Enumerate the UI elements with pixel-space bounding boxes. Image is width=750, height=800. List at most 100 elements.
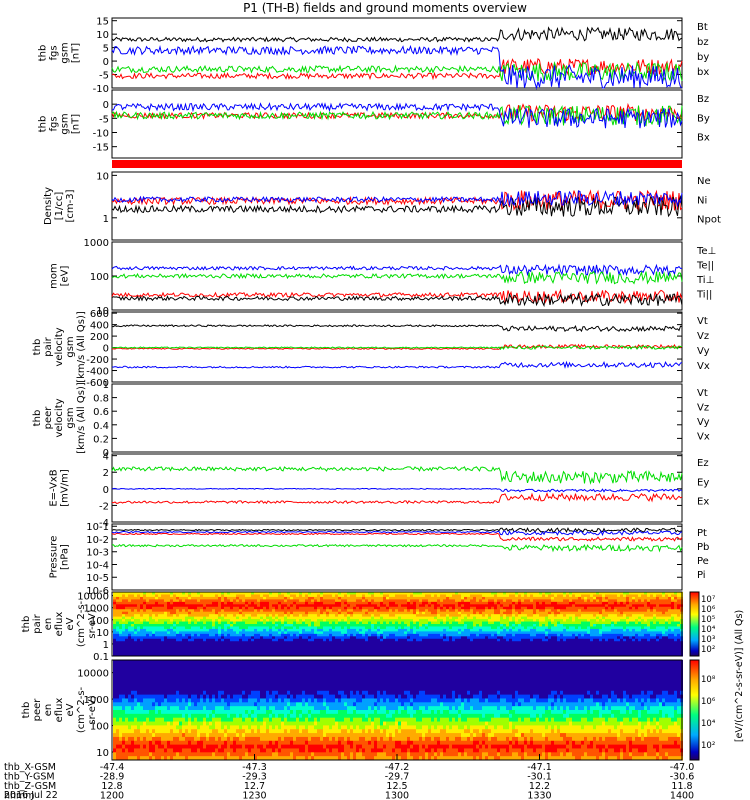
y-axis-label: E=-VxB [49, 469, 60, 506]
spectrogram-cell [239, 643, 242, 647]
spectrogram-cell [191, 619, 194, 623]
spectrogram-cell [311, 596, 314, 600]
spectrogram-cell [455, 621, 458, 625]
spectrogram-cell [266, 601, 269, 605]
spectrogram-cell [398, 609, 401, 613]
series-Ey [111, 466, 683, 485]
spectrogram-cell [365, 648, 368, 652]
spectrogram-cell [470, 606, 473, 610]
spectrogram-cell [431, 633, 434, 637]
spectrogram-cell [302, 631, 305, 635]
spectrogram-cell [428, 616, 431, 620]
spectrogram-cell [167, 599, 170, 603]
spectrogram-cell [281, 653, 284, 657]
spectrogram-cell [212, 648, 215, 652]
spectrogram-cell [200, 633, 203, 637]
spectrogram-cell [167, 651, 170, 655]
spectrogram-cell [506, 592, 509, 595]
spectrogram-cell [248, 628, 251, 632]
spectrogram-cell [446, 626, 449, 630]
spectrogram-cell [479, 604, 482, 608]
spectrogram-cell [410, 643, 413, 647]
spectrogram-cell [143, 631, 146, 635]
spectrogram-cell [320, 621, 323, 625]
spectrogram-cell [446, 592, 449, 595]
spectrogram-cell [299, 606, 302, 610]
spectrogram-cell [137, 601, 140, 605]
spectrogram-cell [488, 643, 491, 647]
spectrogram-cell [254, 628, 257, 632]
spectrogram-cell [386, 628, 389, 632]
spectrogram-cell [335, 651, 338, 655]
spectrogram-cell [305, 614, 308, 618]
spectrogram-cell [245, 621, 248, 625]
spectrogram-cell [461, 631, 464, 635]
spectrogram-cell [299, 646, 302, 650]
spectrogram-cell [215, 626, 218, 630]
spectrogram-cell [320, 636, 323, 640]
spectrogram-cell [464, 614, 467, 618]
spectrogram-cell [194, 614, 197, 618]
spectrogram-cell [143, 624, 146, 627]
spectrogram-cell [353, 611, 356, 615]
spectrogram-cell [476, 626, 479, 630]
spectrogram-cell [296, 592, 299, 595]
spectrogram-cell [407, 596, 410, 600]
spectrogram-cell [410, 609, 413, 613]
spectrogram-cell [446, 643, 449, 647]
spectrogram-cell [359, 628, 362, 632]
spectrogram-cell [500, 596, 503, 600]
panel-p3 [112, 160, 682, 168]
spectrogram-cell [506, 651, 509, 655]
spectrogram-cell [227, 651, 230, 655]
spectrogram-cell [470, 619, 473, 623]
spectrogram-cell [332, 611, 335, 615]
spectrogram-cell [287, 592, 290, 595]
spectrogram-cell [401, 633, 404, 637]
spectrogram-cell [326, 594, 329, 598]
spectrogram-cell [401, 599, 404, 603]
y-axis-label: [nPa] [60, 544, 71, 570]
spectrogram-cell [410, 646, 413, 650]
spectrogram-cell [299, 611, 302, 615]
spectrogram-cell [464, 594, 467, 598]
spectrogram-cell [425, 594, 428, 598]
spectrogram-cell [176, 628, 179, 632]
spectrogram-cell [281, 641, 284, 645]
spectrogram-cell [176, 604, 179, 608]
spectrogram-cell [506, 631, 509, 635]
spectrogram-cell [506, 653, 509, 657]
spectrogram-cell [344, 651, 347, 655]
spectrogram-cell [263, 619, 266, 623]
spectrogram-cell [179, 614, 182, 618]
spectrogram-cell [446, 616, 449, 620]
spectrogram-cell [452, 611, 455, 615]
spectrogram-cell [173, 619, 176, 623]
spectrogram-cell [491, 614, 494, 618]
spectrogram-cell [392, 604, 395, 608]
spectrogram-cell [266, 646, 269, 650]
spectrogram-cell [470, 614, 473, 618]
spectrogram-cell [455, 599, 458, 603]
spectrogram-cell [422, 596, 425, 600]
spectrogram-cell [413, 643, 416, 647]
spectrogram-cell [167, 641, 170, 645]
spectrogram-cell [419, 643, 422, 647]
spectrogram-cell [509, 596, 512, 600]
spectrogram-cell [215, 611, 218, 615]
spectrogram-cell [215, 643, 218, 647]
spectrogram-cell [425, 651, 428, 655]
spectrogram-cell [494, 609, 497, 613]
spectrogram-cell [425, 601, 428, 605]
spectrogram-cell [161, 601, 164, 605]
spectrogram-cell [383, 646, 386, 650]
spectrogram-cell [188, 592, 191, 595]
spectrogram-cell [500, 614, 503, 618]
spectrogram-cell [218, 621, 221, 625]
spectrogram-cell [287, 601, 290, 605]
spectrogram-cell [479, 596, 482, 600]
spectrogram-cell [137, 646, 140, 650]
spectrogram-cell [296, 614, 299, 618]
spectrogram-cell [329, 636, 332, 640]
